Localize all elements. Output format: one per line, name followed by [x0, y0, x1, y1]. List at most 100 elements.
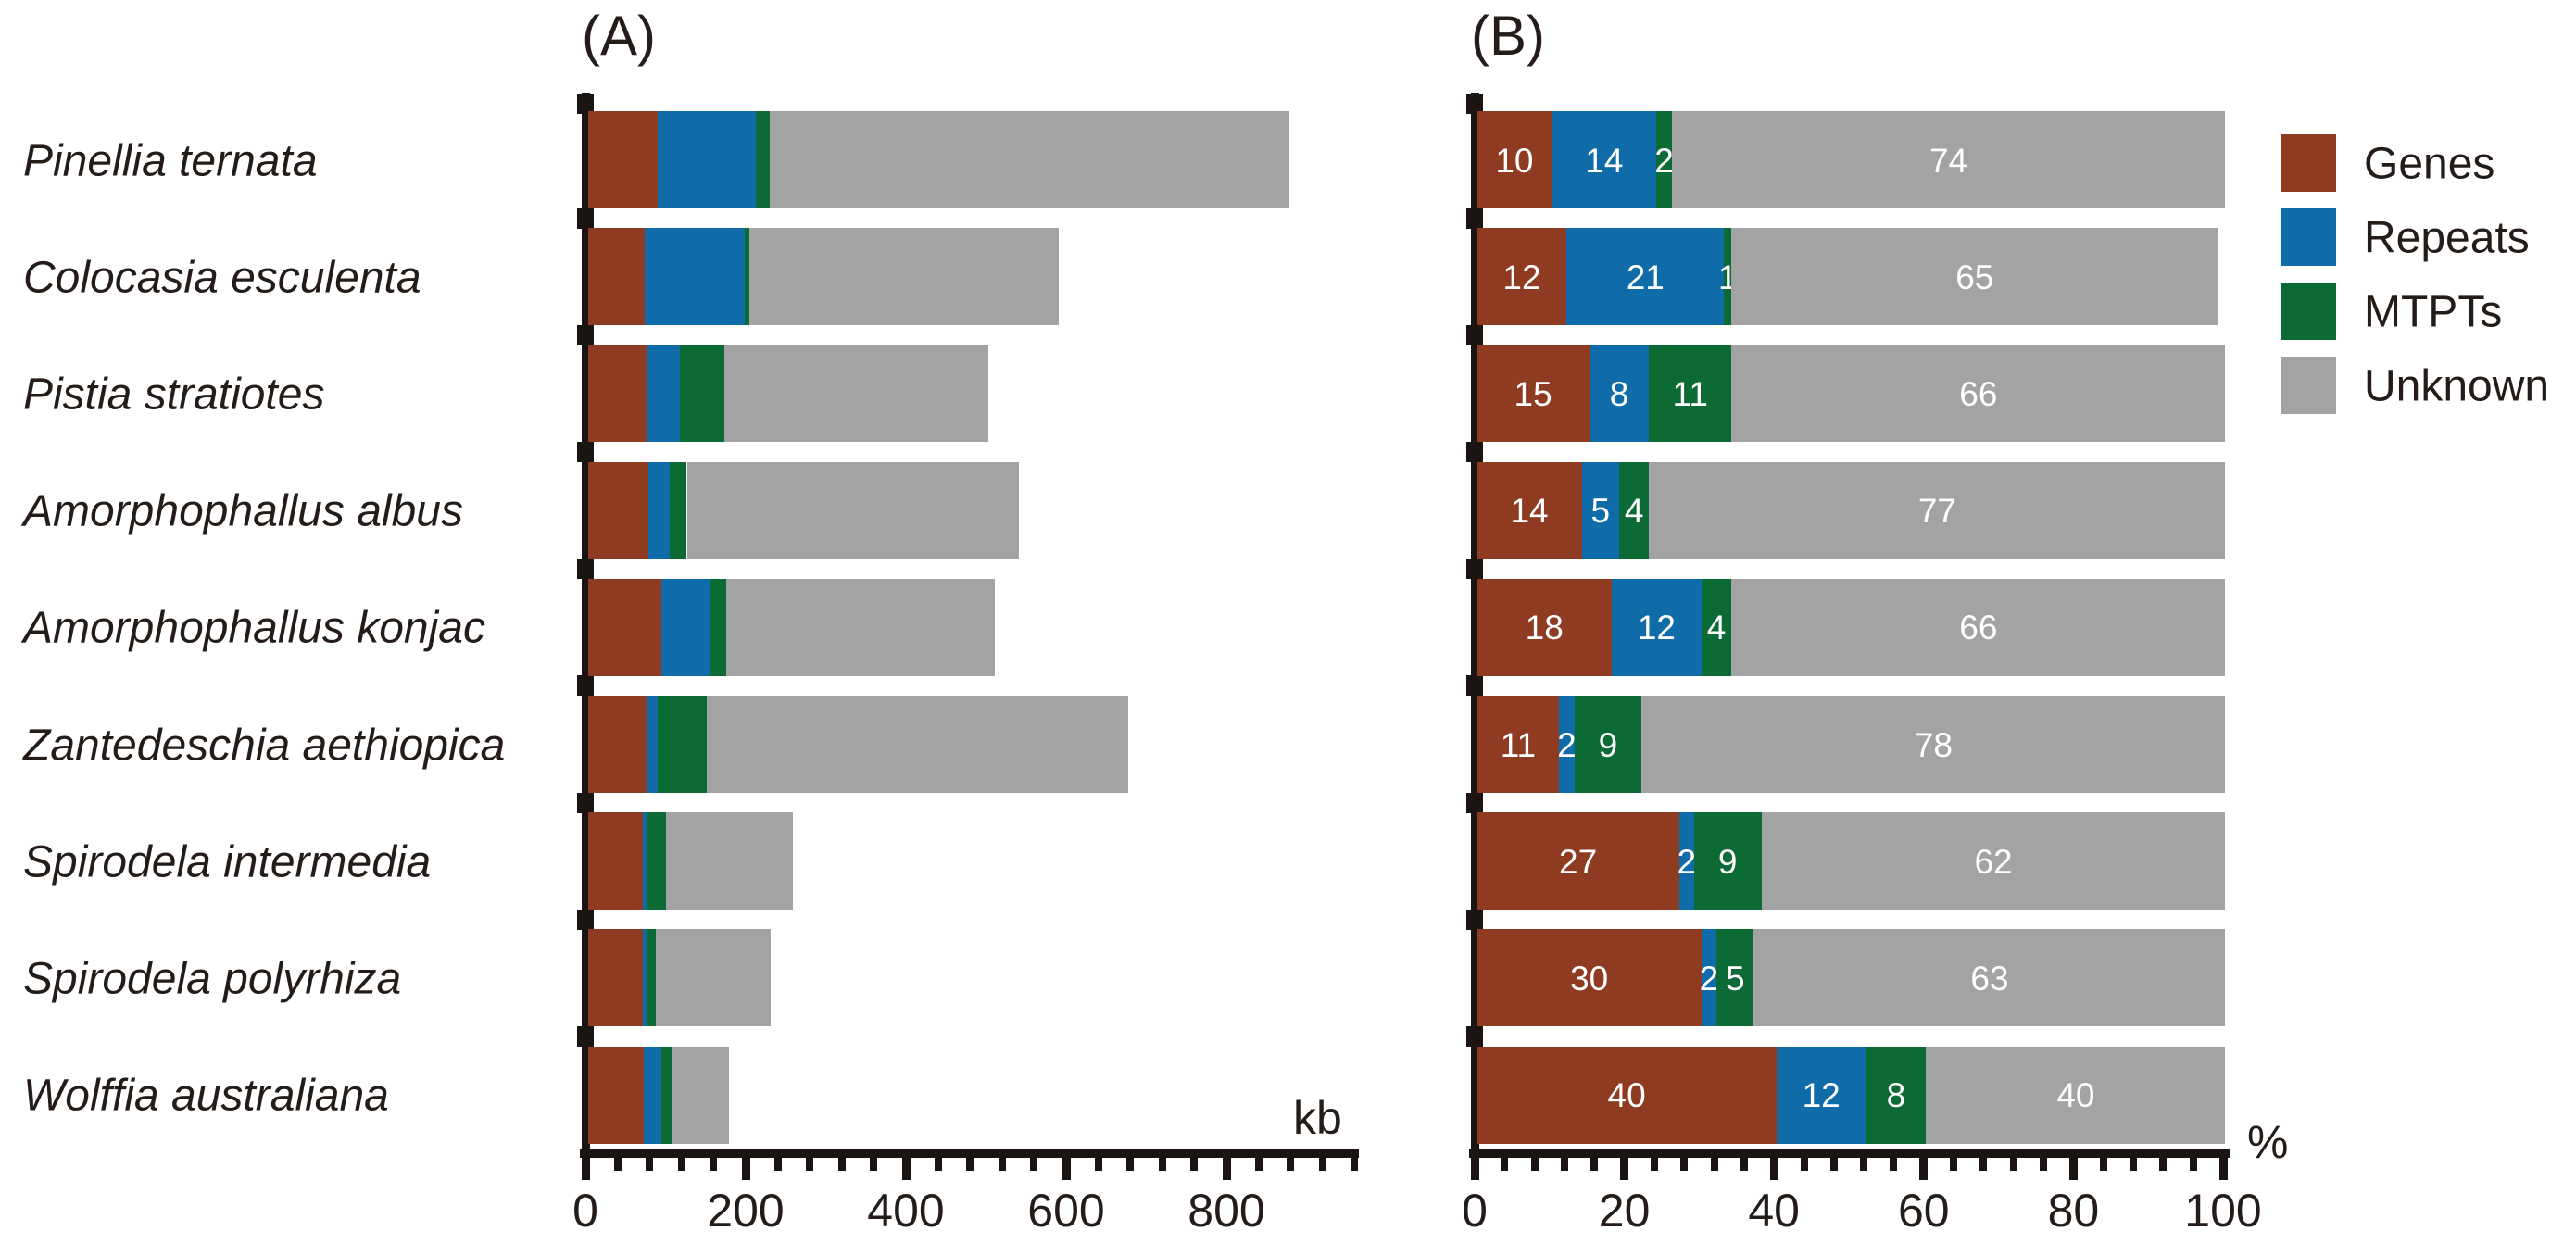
legend-swatch-genes	[2281, 134, 2336, 192]
species-label: Pistia stratiotes	[23, 370, 325, 420]
bar-segment-mtpts	[1574, 696, 1642, 793]
x-axis-tick-label: 100	[2184, 1185, 2262, 1237]
segment-value-label: 14	[1585, 141, 1624, 180]
x-axis-minor-tick	[837, 1158, 846, 1171]
bar-segment-genes	[1476, 929, 1702, 1027]
segment-value-label: 4	[1624, 492, 1644, 531]
bar-segment-repeats	[1678, 812, 1694, 911]
bar-segment-mtpts	[679, 345, 724, 443]
segment-value-label: 18	[1525, 609, 1564, 647]
bar-segment-mtpts	[1866, 1046, 1927, 1144]
species-label: Wolffia australiana	[23, 1071, 389, 1121]
y-axis-tick	[577, 1026, 594, 1047]
bar-segment-unknown	[686, 461, 1019, 559]
legend-swatch-repeats	[2281, 208, 2336, 266]
x-axis-minor-tick	[1740, 1158, 1748, 1171]
x-axis-minor-tick	[1590, 1158, 1599, 1171]
segment-value-label: 11	[1672, 374, 1708, 413]
y-axis-tick	[1466, 207, 1483, 229]
bar-segment-genes	[1476, 1046, 1777, 1144]
x-axis-line	[1468, 1149, 2230, 1158]
segment-value-label: 12	[1802, 1076, 1841, 1115]
x-axis-minor-tick	[1501, 1158, 1509, 1171]
bar-segment-repeats	[645, 228, 746, 326]
x-axis-major-tick	[2218, 1158, 2228, 1180]
segment-value-label: 9	[1598, 725, 1618, 764]
segment-value-label: 5	[1725, 959, 1745, 998]
segment-value-label: 21	[1626, 257, 1665, 296]
segment-value-label: 2	[1699, 959, 1719, 998]
bar-segment-mtpts	[647, 812, 666, 911]
segment-value-label: 66	[1959, 374, 1998, 413]
bar-segment-repeats	[660, 578, 710, 676]
bar-segment-unknown	[725, 578, 995, 676]
y-axis-tick	[1466, 909, 1483, 930]
x-axis-minor-tick	[2159, 1158, 2168, 1171]
x-axis-minor-tick	[1351, 1158, 1359, 1171]
species-label: Spirodela polyrhiza	[23, 954, 402, 1004]
y-axis-tick	[577, 324, 594, 345]
x-axis-major-tick	[581, 1158, 590, 1180]
bar-segment-repeats	[1589, 345, 1650, 443]
x-axis-minor-tick	[1829, 1158, 1838, 1171]
y-axis-line	[581, 93, 590, 1158]
segment-value-label: 8	[1609, 374, 1629, 413]
x-axis-minor-tick	[934, 1158, 942, 1171]
bar-segment-unknown	[749, 228, 1060, 326]
bar-segment-mtpts	[710, 578, 726, 676]
x-axis-minor-tick	[1890, 1158, 1898, 1171]
x-axis-minor-tick	[646, 1158, 654, 1171]
bar-segment-genes	[1476, 578, 1612, 676]
y-axis-tick	[1466, 792, 1483, 813]
bar-segment-mtpts	[1693, 812, 1762, 911]
x-axis-tick-label: 600	[1027, 1185, 1105, 1237]
bar-segment-unknown	[1926, 1046, 2226, 1144]
bar-segment-repeats	[658, 111, 757, 208]
legend-label-genes: Genes	[2364, 139, 2495, 189]
bar-segment-genes	[1476, 345, 1590, 443]
y-axis-tick	[577, 207, 594, 229]
x-axis-minor-tick	[677, 1158, 685, 1171]
segment-value-label: 10	[1495, 141, 1534, 180]
x-axis-major-tick	[1470, 1158, 1479, 1180]
bar-segment-mtpts	[1701, 578, 1732, 676]
bar-segment-mtpts	[660, 1046, 672, 1144]
panel-b-title: (B)	[1471, 5, 1545, 67]
y-axis-line	[1470, 93, 1479, 1158]
bar-segment-mtpts	[1716, 929, 1754, 1027]
x-axis-minor-tick	[2189, 1158, 2197, 1171]
segment-value-label: 77	[1917, 492, 1956, 531]
bar-segment-mtpts	[745, 228, 750, 326]
bar-segment-genes	[1476, 228, 1567, 326]
x-axis-tick-label: 80	[2047, 1185, 2100, 1237]
bar-segment-repeats	[1581, 461, 1619, 559]
bar-segment-repeats	[644, 1046, 661, 1144]
x-axis-major-tick	[1062, 1158, 1071, 1180]
segment-value-label: 40	[2056, 1076, 2095, 1115]
x-axis-minor-tick	[1158, 1158, 1166, 1171]
percent-unit-label: %	[2247, 1116, 2289, 1168]
bar-segment-unknown	[1753, 929, 2226, 1027]
bar-segment-repeats	[1611, 578, 1702, 676]
segment-value-label: 63	[1970, 959, 2009, 998]
x-axis-minor-tick	[1030, 1158, 1038, 1171]
bar-segment-repeats	[647, 696, 659, 793]
bar-segment-unknown	[672, 1046, 729, 1144]
bar-segment-repeats	[643, 812, 647, 911]
x-axis-tick-label: 0	[572, 1185, 598, 1237]
bar-segment-repeats	[1552, 111, 1657, 208]
bar-segment-genes	[587, 461, 648, 559]
bar-segment-mtpts	[1724, 228, 1732, 326]
segment-value-label: 2	[1677, 842, 1697, 881]
y-axis-tick	[1466, 94, 1483, 114]
bar-segment-unknown	[1731, 345, 2226, 443]
x-axis-minor-tick	[1287, 1158, 1295, 1171]
bar-segment-mtpts	[1619, 461, 1650, 559]
y-axis-tick	[1466, 442, 1483, 462]
bar-segment-genes	[587, 929, 643, 1027]
bar-segment-genes	[587, 578, 661, 676]
segment-value-label: 11	[1500, 725, 1537, 764]
y-axis-tick	[577, 792, 594, 813]
segment-value-label: 12	[1502, 257, 1541, 296]
